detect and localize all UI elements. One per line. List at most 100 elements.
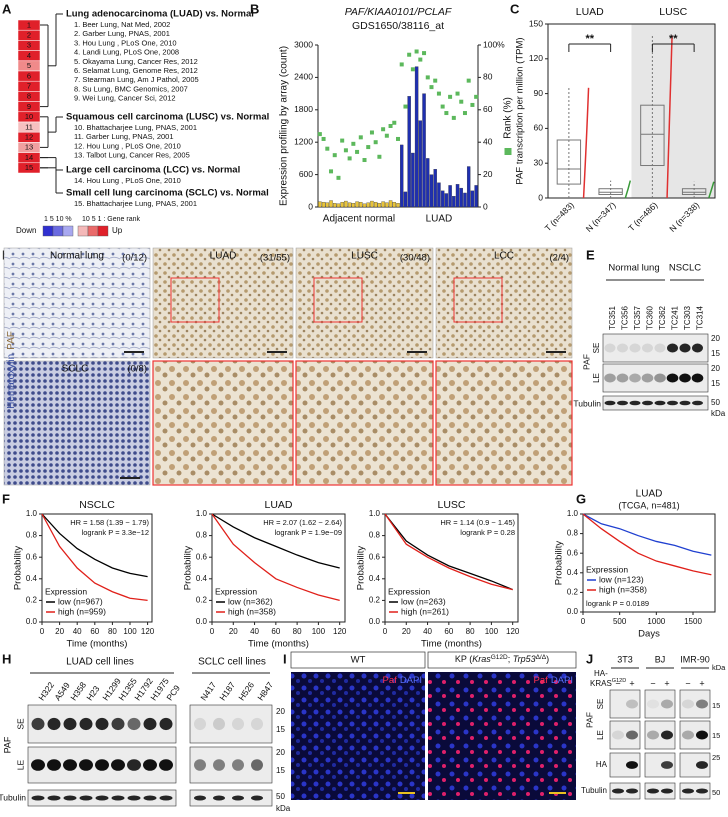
exposure-label: LE bbox=[592, 373, 601, 383]
y-tick-label: 1800 bbox=[294, 104, 313, 114]
bar bbox=[396, 203, 400, 208]
lane-label: H187 bbox=[217, 680, 237, 703]
legend-title: Expression bbox=[586, 564, 628, 574]
panel-letter: G bbox=[576, 491, 586, 506]
y-label: Probability bbox=[356, 546, 367, 591]
band bbox=[696, 699, 708, 709]
x-tick-label: N (n=347) bbox=[584, 200, 618, 234]
rank-point bbox=[336, 175, 341, 180]
bar bbox=[377, 203, 382, 208]
image-ratio: (0/8) bbox=[127, 364, 147, 375]
bar bbox=[381, 201, 385, 208]
significance: ** bbox=[669, 33, 678, 45]
band bbox=[111, 795, 125, 801]
y-label: Probability bbox=[554, 541, 565, 586]
rank-point bbox=[444, 111, 449, 116]
lane-label: TC351 bbox=[608, 305, 617, 330]
band bbox=[47, 795, 61, 801]
blot bbox=[679, 720, 711, 750]
band bbox=[127, 759, 141, 771]
x-tick-label: 120 bbox=[333, 627, 347, 636]
label-part: Kras bbox=[472, 654, 491, 664]
lane-label: TC303 bbox=[683, 305, 692, 330]
band bbox=[642, 343, 653, 353]
annotation: HR = 1.14 (0.9 − 1.45) bbox=[440, 518, 515, 527]
legend-entry: high (n=959) bbox=[58, 606, 106, 616]
group-title: Squamous cell carcinoma (LUSC) vs. Norma… bbox=[66, 112, 269, 123]
y2-tick-label: 20 bbox=[483, 169, 493, 179]
y-tick-label: 150 bbox=[529, 18, 543, 28]
bar bbox=[452, 196, 456, 208]
label-part: Δ/Δ bbox=[536, 654, 547, 661]
marker: 15 bbox=[711, 379, 720, 388]
y-tick-label: 0.4 bbox=[196, 574, 208, 583]
bar bbox=[411, 152, 415, 208]
image-ratio: (31/55) bbox=[260, 253, 290, 264]
annotation: logrank P = 0.0189 bbox=[586, 599, 649, 608]
stain-dapi: DAPI bbox=[551, 675, 573, 686]
bar bbox=[466, 166, 471, 208]
annotation: logrank P = 0.28 bbox=[460, 528, 515, 537]
cell-line: IMR-90 bbox=[680, 654, 710, 664]
study: 5. Okayama Lung, Cancer Res, 2012 bbox=[74, 57, 198, 66]
rank-point bbox=[403, 104, 408, 109]
loading-label: Tubulin bbox=[581, 786, 607, 795]
zoom-box bbox=[313, 277, 363, 323]
y-tick-label: 60 bbox=[534, 123, 544, 133]
lane-label: TC241 bbox=[671, 305, 680, 330]
group-label: LUAD bbox=[426, 214, 453, 225]
y-tick-label: 1.0 bbox=[26, 509, 38, 518]
study: 9. Wei Lung, Cancer Sci, 2012 bbox=[74, 94, 176, 103]
band bbox=[95, 717, 109, 731]
study: 14. Hou Lung , PLoS One, 2010 bbox=[74, 176, 181, 185]
stain-label: Paf DAPI bbox=[534, 675, 573, 686]
band bbox=[31, 795, 45, 801]
x-tick-label: 80 bbox=[108, 627, 117, 636]
rank-point bbox=[340, 138, 345, 143]
protein-label: PAF bbox=[2, 736, 12, 753]
band bbox=[612, 788, 624, 794]
survival-curve bbox=[384, 513, 513, 591]
study: 6. Selamat Lung, Genome Res, 2012 bbox=[74, 66, 198, 75]
x-tick-label: 0 bbox=[383, 627, 388, 636]
panel-letter: E bbox=[586, 247, 595, 262]
band bbox=[95, 759, 109, 771]
rank-point bbox=[436, 91, 441, 96]
blot bbox=[644, 782, 676, 800]
marker: 15 bbox=[711, 349, 720, 358]
panel-letter: F bbox=[2, 491, 10, 506]
band bbox=[679, 400, 691, 406]
blot bbox=[609, 689, 641, 719]
study: 11. Garber Lung, PNAS, 2001 bbox=[74, 132, 174, 141]
legend-entry: low (n=362) bbox=[228, 596, 273, 606]
x-tick-label: T (n=483) bbox=[543, 200, 576, 233]
bar bbox=[370, 200, 374, 208]
rank-point bbox=[392, 120, 397, 125]
band bbox=[63, 759, 77, 771]
legend-swatch bbox=[52, 225, 64, 237]
bar bbox=[355, 201, 359, 208]
annotation: logrank P = 1.9e−09 bbox=[275, 528, 342, 537]
rank-point bbox=[358, 135, 363, 140]
survival-curve bbox=[582, 513, 712, 556]
band bbox=[213, 795, 225, 801]
y-label: Probability bbox=[183, 546, 194, 591]
band bbox=[666, 373, 679, 383]
y-tick-label: 0 bbox=[538, 192, 543, 202]
x-tick-label: 20 bbox=[55, 627, 64, 636]
y-tick-label: 0.8 bbox=[196, 531, 208, 540]
legend-entry: low (n=263) bbox=[401, 596, 446, 606]
band bbox=[604, 373, 616, 383]
band bbox=[661, 761, 673, 769]
rank-point bbox=[455, 91, 460, 96]
band bbox=[667, 400, 678, 406]
x-tick-label: 0 bbox=[581, 617, 586, 626]
annotation: HR = 2.07 (1.62 − 2.64) bbox=[263, 518, 342, 527]
blot bbox=[189, 789, 273, 807]
band bbox=[682, 730, 694, 740]
study: 10. Bhattacharjee Lung, PNAS, 2001 bbox=[74, 123, 197, 132]
legend-swatch bbox=[42, 225, 54, 237]
rank-point bbox=[347, 156, 352, 161]
bar bbox=[429, 174, 434, 208]
row-number: 5 bbox=[27, 61, 31, 70]
